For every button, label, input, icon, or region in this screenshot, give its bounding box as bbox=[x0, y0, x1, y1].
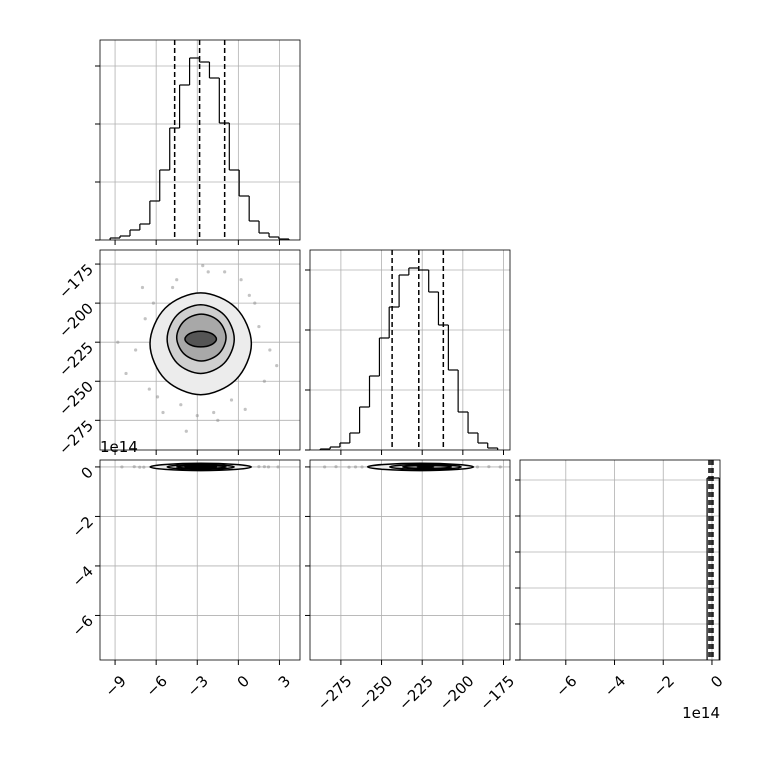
panel-plot bbox=[100, 40, 300, 240]
panel-frame bbox=[519, 459, 721, 661]
sample-point bbox=[175, 278, 179, 282]
x-tick-label: −200 bbox=[436, 672, 478, 714]
sample-point bbox=[116, 340, 120, 344]
panel-frame bbox=[99, 39, 301, 241]
sample-point bbox=[353, 465, 358, 469]
sample-point bbox=[323, 465, 327, 469]
sample-point bbox=[206, 270, 210, 274]
sample-point bbox=[155, 395, 160, 399]
x-offset-label: 1e14 bbox=[682, 704, 720, 722]
panel bbox=[95, 39, 301, 245]
panel-plot bbox=[100, 250, 300, 450]
sample-point bbox=[161, 410, 165, 415]
contour bbox=[416, 465, 435, 469]
contour bbox=[184, 465, 218, 469]
sample-point bbox=[253, 301, 257, 305]
y-offset-label: 1e14 bbox=[100, 438, 138, 456]
x-tick-label: −225 bbox=[395, 672, 437, 714]
y-tick-label: −225 bbox=[55, 338, 97, 380]
sample-point bbox=[147, 387, 151, 391]
sample-point bbox=[262, 465, 266, 469]
sample-point bbox=[143, 317, 147, 321]
sample-point bbox=[212, 410, 216, 415]
sample-point bbox=[243, 407, 247, 411]
sample-point bbox=[247, 293, 251, 297]
y-tick-label: 0 bbox=[78, 463, 97, 482]
sample-point bbox=[140, 285, 145, 290]
sample-point bbox=[276, 465, 280, 469]
y-tick-label: −2 bbox=[69, 513, 97, 541]
sample-point bbox=[201, 264, 205, 268]
sample-point bbox=[487, 465, 491, 469]
sample-point bbox=[239, 278, 243, 282]
sample-point bbox=[134, 348, 138, 352]
sample-point bbox=[257, 465, 261, 469]
panel-frame bbox=[99, 459, 301, 661]
panel bbox=[305, 249, 511, 455]
y-tick-label: −250 bbox=[55, 378, 97, 420]
x-tick-label: −6 bbox=[552, 672, 580, 700]
y-tick-label: −4 bbox=[69, 562, 97, 590]
panel: −275−250−225−200−175 bbox=[305, 459, 518, 714]
x-tick-label: −175 bbox=[476, 672, 518, 714]
panel-frame bbox=[99, 249, 301, 451]
sample-point bbox=[142, 465, 146, 469]
sample-point bbox=[229, 398, 234, 402]
sample-point bbox=[132, 465, 136, 469]
sample-point bbox=[475, 465, 480, 469]
sample-point bbox=[360, 465, 364, 469]
sample-point bbox=[347, 465, 351, 469]
panel-plot bbox=[310, 250, 510, 450]
x-tick-label: 0 bbox=[707, 672, 726, 691]
y-tick-label: −6 bbox=[69, 612, 97, 640]
x-tick-label: −250 bbox=[354, 672, 396, 714]
panel-frame bbox=[309, 249, 511, 451]
sample-point bbox=[275, 364, 279, 368]
panel-plot bbox=[100, 460, 300, 660]
sample-point bbox=[120, 465, 124, 469]
x-tick-label: −3 bbox=[184, 672, 212, 700]
sample-point bbox=[498, 465, 502, 469]
sample-point bbox=[179, 403, 183, 407]
x-tick-label: −6 bbox=[143, 672, 171, 700]
sample-point bbox=[184, 429, 188, 433]
sample-point bbox=[124, 371, 128, 376]
y-tick-label: −275 bbox=[55, 417, 97, 459]
sample-point bbox=[223, 270, 227, 274]
sample-point bbox=[171, 285, 175, 290]
sample-point bbox=[334, 465, 338, 469]
panel-frame bbox=[309, 459, 511, 661]
x-tick-label: 3 bbox=[275, 672, 294, 691]
sample-point bbox=[216, 418, 220, 422]
panel-plot bbox=[310, 460, 510, 660]
sample-point bbox=[195, 414, 199, 418]
sample-point bbox=[268, 348, 272, 352]
y-tick-label: −175 bbox=[55, 260, 97, 302]
x-tick-label: −9 bbox=[101, 672, 129, 700]
panel: −6 −4 −2 0 1e14 bbox=[515, 459, 727, 722]
sample-point bbox=[266, 465, 271, 469]
sample-point bbox=[257, 324, 261, 329]
panel: −275−250−225−200−175 bbox=[55, 249, 301, 459]
x-tick-label: 0 bbox=[234, 672, 253, 691]
x-tick-label: −4 bbox=[601, 672, 629, 700]
contour bbox=[184, 330, 218, 348]
sample-point bbox=[262, 379, 266, 383]
y-tick-label: −200 bbox=[55, 299, 97, 341]
x-tick-label: −275 bbox=[314, 672, 356, 714]
panel-plot bbox=[520, 460, 720, 660]
x-tick-label: −2 bbox=[650, 672, 678, 700]
sample-point bbox=[151, 301, 156, 305]
sample-point bbox=[138, 465, 142, 469]
